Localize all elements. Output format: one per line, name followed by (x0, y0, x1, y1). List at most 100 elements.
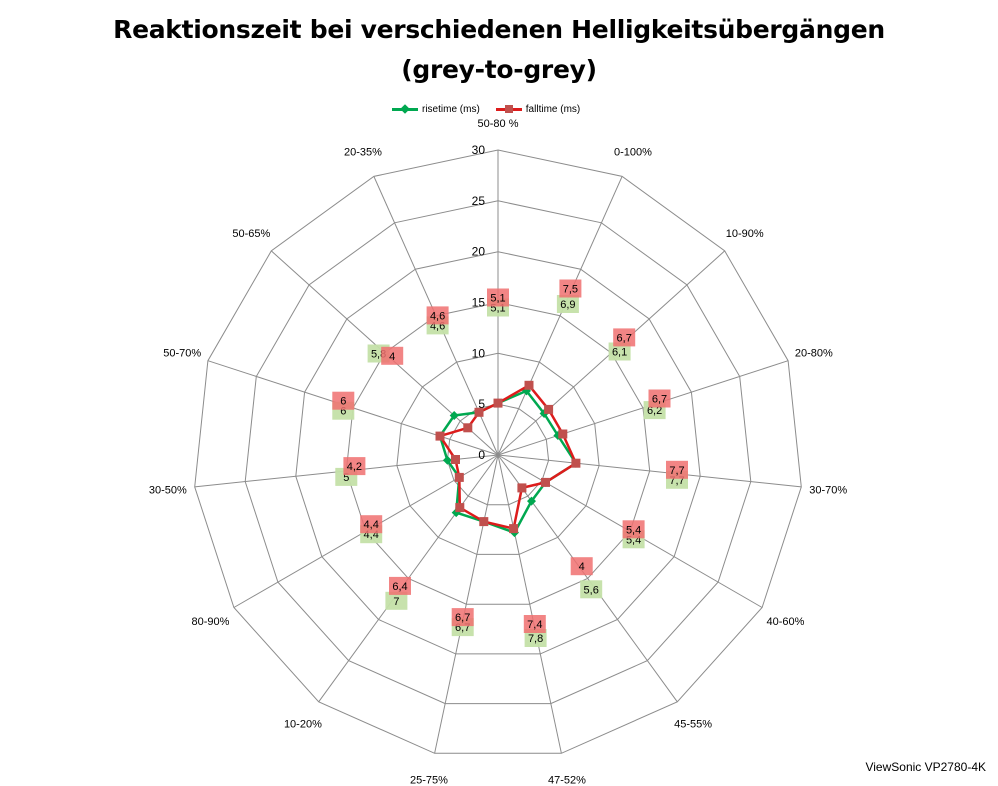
legend-line-falltime-icon (495, 104, 522, 114)
data-label-box-falltime (426, 306, 449, 325)
axis-spoke (497, 176, 623, 456)
data-label-box-risetime (385, 591, 408, 610)
data-label-falltime: 6,7 (652, 394, 667, 406)
chart-title-line-1: Reaktionszeit bei verschiedenen Helligke… (113, 15, 885, 44)
chart-title: Reaktionszeit bei verschiedenen Helligke… (0, 10, 998, 90)
radar-grid (194, 149, 802, 754)
category-label: 50-65% (232, 228, 270, 240)
category-labels: 50-80 % 0-100% 10-90% 20-80% 30-70% 40-60% 45-… (149, 118, 848, 786)
data-point-falltime (455, 503, 465, 513)
gridline-ring (194, 149, 802, 754)
data-label-falltime: 6,4 (392, 581, 407, 593)
axis-tick-label: 5 (478, 397, 485, 411)
data-label-box-falltime (570, 557, 593, 576)
data-label-falltime: 7,5 (563, 284, 578, 296)
data-point-falltime (517, 483, 527, 493)
category-label: 40-60% (767, 616, 805, 628)
gridline-ring (295, 251, 701, 655)
data-label-falltime: 4 (389, 351, 395, 363)
data-point-falltime (474, 407, 484, 417)
data-point-falltime (454, 472, 464, 482)
data-point-risetime (442, 455, 452, 465)
category-label: 45-55% (674, 719, 712, 731)
data-label-falltime: 7,7 (669, 465, 684, 477)
legend-item-risetime: risetime (ms) (392, 104, 480, 115)
gridline-ring (244, 200, 752, 705)
data-point-falltime (541, 477, 550, 487)
series-lines (435, 380, 581, 538)
data-label-risetime: 6 (340, 406, 346, 418)
category-label: 0-100% (614, 147, 652, 159)
data-label-box-falltime (451, 608, 474, 627)
category-label: 50-70% (163, 347, 201, 359)
category-label: 10-20% (284, 719, 322, 731)
data-label-risetime: 5,6 (584, 584, 599, 596)
data-label-risetime: 6,2 (647, 405, 662, 417)
gridline-ring (396, 352, 600, 555)
data-label-box-falltime (559, 279, 582, 298)
data-point-falltime (435, 431, 445, 441)
chart-legend: risetime (ms) falltime (ms) (392, 101, 596, 117)
gridline-ring (446, 403, 550, 506)
series-line-risetime (438, 389, 578, 534)
data-label-box-falltime (666, 460, 688, 479)
category-label: 30-70% (809, 485, 847, 497)
data-label-risetime: 7,8 (528, 633, 543, 645)
data-label-box-risetime (524, 629, 547, 647)
axis-spoke (497, 454, 678, 703)
legend-label-falltime: falltime (ms) (525, 103, 581, 115)
data-point-risetime (449, 411, 459, 420)
axis-spoke (497, 454, 562, 754)
data-label-falltime: 4,4 (364, 519, 379, 531)
axis-tick-label: 25 (472, 194, 486, 208)
legend-line-risetime-icon (392, 104, 418, 114)
data-label-box-falltime (360, 515, 383, 534)
category-label: 30-50% (149, 485, 187, 497)
data-label-risetime: 7 (393, 596, 399, 608)
category-label: 47-52% (548, 775, 586, 786)
data-label-box-falltime (613, 328, 636, 347)
data-point-falltime (451, 455, 460, 464)
axis-tick-label: 10 (472, 346, 486, 360)
category-label: 25-75% (410, 775, 448, 786)
gridline-ring (345, 301, 651, 605)
data-label-risetime: 6,1 (612, 347, 627, 359)
data-label-box-risetime (556, 295, 579, 313)
data-label-box-falltime (622, 520, 645, 539)
category-label: 50-80 % (478, 118, 519, 130)
data-labels: 5,1 6,96,16,27,75,45,67,86,774,4565,84,65… (332, 279, 688, 647)
axis-tick-label: 15 (472, 296, 486, 310)
data-label-box-falltime (523, 615, 546, 633)
axis-tick-label: 0 (478, 448, 485, 462)
data-label-falltime: 7,4 (527, 619, 542, 631)
axis-spoke (497, 454, 802, 488)
axis-tick-label: 30 (472, 143, 486, 157)
data-label-box-falltime (343, 457, 366, 476)
data-point-risetime (527, 496, 536, 506)
data-label-box-risetime (608, 342, 631, 361)
category-label: 20-80% (795, 347, 833, 359)
data-label-box-falltime (332, 391, 355, 410)
axis-spoke (434, 454, 499, 754)
series-line-falltime (438, 384, 578, 530)
data-label-box-falltime (389, 576, 411, 595)
data-point-falltime (524, 380, 534, 390)
legend-label-risetime: risetime (ms) (422, 103, 480, 115)
axis-spoke (497, 360, 789, 456)
data-label-falltime: 4,2 (347, 461, 362, 473)
data-label-falltime: 4,6 (430, 310, 445, 322)
data-point-falltime (463, 423, 473, 433)
category-label: 80-90% (192, 616, 230, 628)
category-label: 10-90% (726, 228, 764, 240)
data-label-falltime: 6 (340, 396, 346, 408)
data-label-box-falltime (648, 389, 671, 408)
data-label-falltime: 6,7 (455, 612, 470, 624)
chart-title-line-2: (grey-to-grey) (401, 55, 597, 84)
data-label-box-risetime (580, 580, 603, 599)
data-point-falltime (558, 429, 568, 439)
data-label-risetime: 6,9 (560, 299, 575, 311)
data-point-falltime (493, 398, 503, 408)
data-label-falltime: 6,7 (617, 332, 632, 344)
data-label-box-falltime (381, 346, 404, 365)
